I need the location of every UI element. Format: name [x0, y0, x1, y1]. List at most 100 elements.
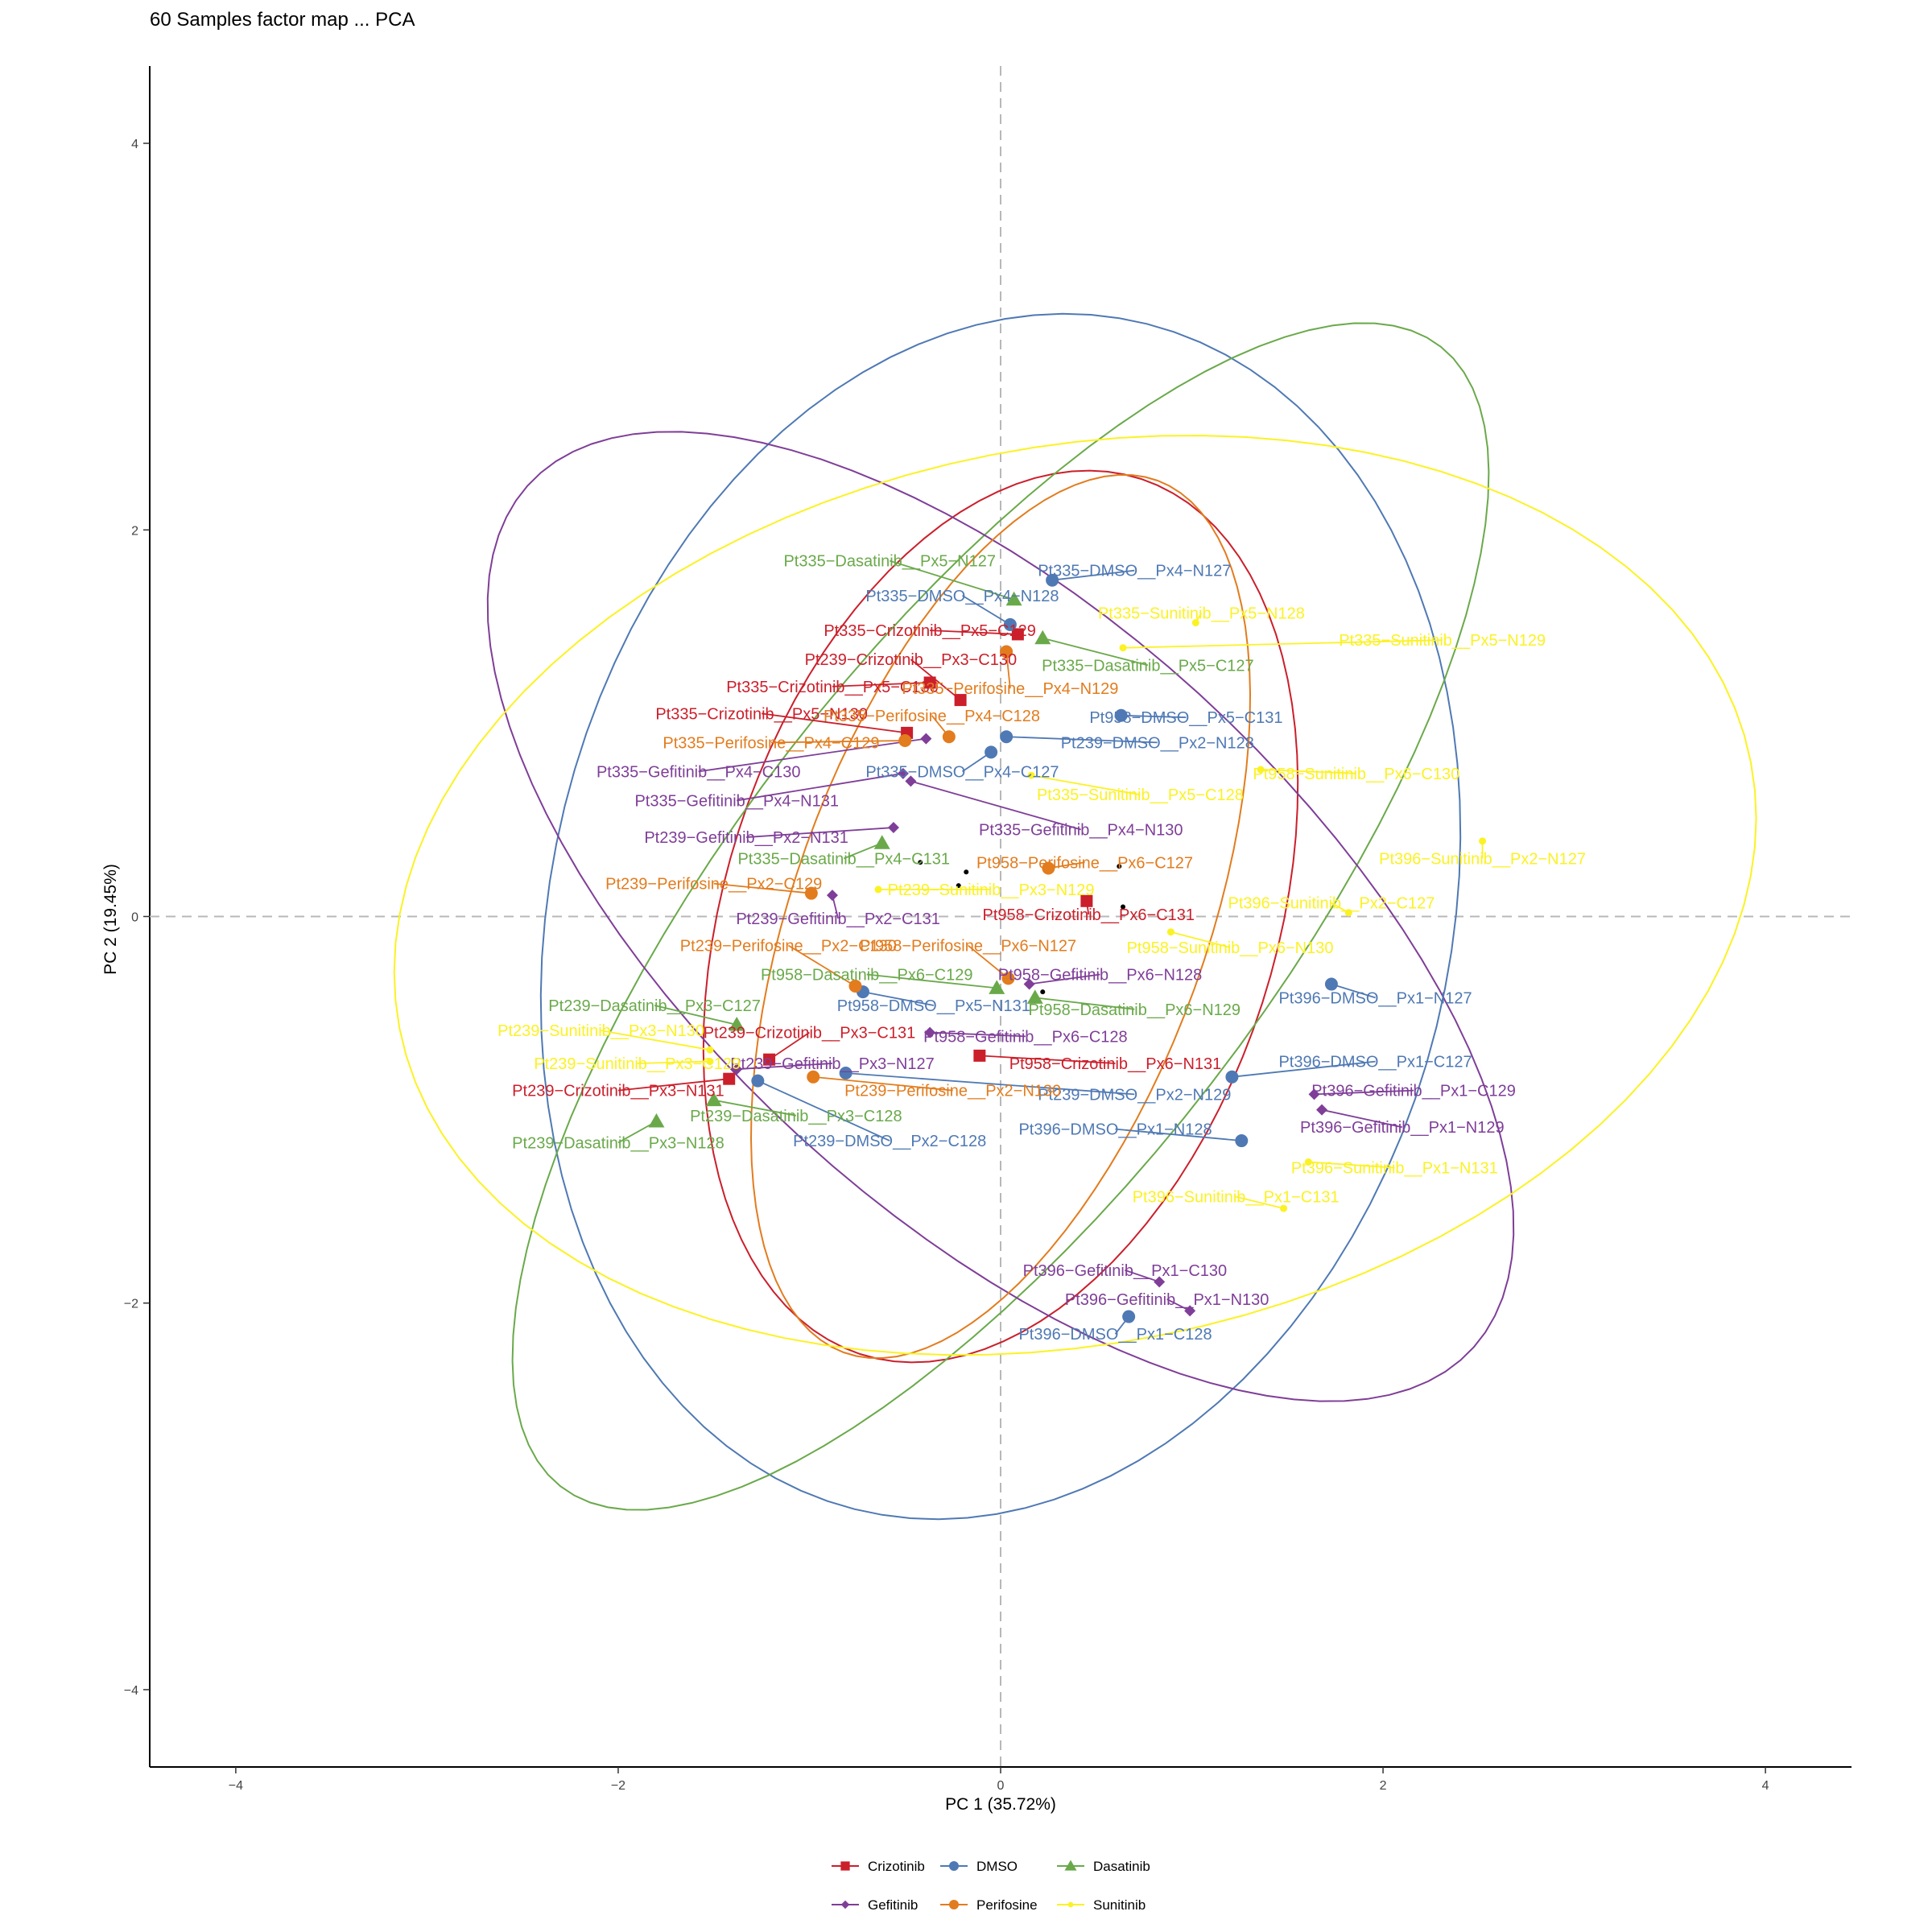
leader-line: [1115, 1128, 1242, 1141]
data-point-gefitinib: [920, 733, 932, 745]
point-label: Pt239−Dasatinib__Px3−N128: [512, 1134, 724, 1152]
x-axis-title: PC 1 (35.72%): [945, 1795, 1056, 1814]
data-point-gefitinib: [887, 822, 899, 834]
centroid-perifosine: [964, 869, 969, 875]
leader-line: [979, 1055, 1116, 1064]
data-point-dmso: [1046, 573, 1059, 587]
point-label: Pt958−Crizotinib__Px6−N131: [1009, 1055, 1222, 1073]
point-label: Pt396−DMSO__Px1−C127: [1278, 1054, 1472, 1071]
data-point-gefitinib: [1316, 1104, 1328, 1116]
data-point-sunitinib: [706, 1058, 714, 1066]
data-point-dmso: [751, 1074, 765, 1088]
point-label: Pt335−Crizotinib__Px5−N130: [655, 705, 868, 723]
leader-line: [1308, 1161, 1395, 1169]
legend-item-dmso: DMSO: [940, 1859, 1018, 1874]
leader-line: [845, 1072, 1135, 1096]
point-label: Pt396−Gefitinib__Px1−C129: [1311, 1083, 1516, 1100]
x-tick-label: −4: [229, 1779, 243, 1793]
point-label: Pt335−DMSO__Px4−C127: [865, 763, 1059, 781]
point-label: Pt335−Sunitinib__Px5−N128: [1098, 605, 1305, 623]
legend-item-gefitinib: Gefitinib: [832, 1897, 918, 1913]
centroid-gefitinib: [1040, 989, 1046, 995]
data-point-gefitinib: [731, 1063, 743, 1075]
data-point-crizotinib: [954, 694, 967, 707]
point-label: Pt958−Perifosine__Px6−C127: [976, 854, 1193, 872]
point-label: Pt335−Crizotinib__Px5−C130: [726, 679, 939, 696]
data-point-gefitinib: [826, 890, 838, 902]
point-label: Pt958−DMSO__Px5−N131: [837, 997, 1030, 1015]
point-label: Pt396−Sunitinib__Px1−C131: [1133, 1189, 1340, 1207]
leader-line: [769, 1031, 810, 1060]
data-point-crizotinib: [973, 1049, 986, 1062]
leader-line: [866, 973, 997, 989]
y-tick-label: 0: [131, 911, 138, 925]
leader-line: [1029, 973, 1100, 985]
point-label: Pt958−Gefitinib__Px6−C128: [923, 1028, 1128, 1046]
leader-line: [843, 842, 883, 860]
data-point-sunitinib: [1119, 644, 1127, 652]
point-label: Pt396−DMSO__Px1−N128: [1018, 1121, 1212, 1139]
leader-line: [930, 630, 1018, 635]
leader-line: [889, 559, 1014, 601]
point-label: Pt335−Sunitinib__Px5−N129: [1339, 632, 1546, 650]
data-point-gefitinib: [924, 1026, 936, 1038]
plot-area: −4 −2 0 2 4 −4 −2 0 2 4 Pt335−Crizotinib__Px5−C129…: [124, 66, 1852, 1793]
centroid-dasatinib: [956, 883, 961, 889]
y-axis-title: PC 2 (19.45%): [101, 864, 120, 975]
point-label: Pt958−Sunitinib__Px6−C130: [1253, 766, 1459, 783]
data-point-gefitinib: [905, 775, 917, 787]
data-point-sunitinib: [706, 1046, 714, 1054]
point-label: Pt335−Crizotinib__Px5−C129: [824, 622, 1036, 640]
leader-line: [832, 682, 931, 687]
legend-item-dasatinib: Dasatinib: [1057, 1859, 1150, 1874]
leader-line: [761, 712, 907, 734]
data-point-perifosine: [807, 1070, 820, 1084]
point-label: Pt239−Sunitinib__Px3−C129: [534, 1055, 741, 1073]
point-label: Pt239−Dasatinib__Px3−C128: [690, 1108, 902, 1125]
point-label: Pt335−DMSO__Px4−N128: [865, 588, 1059, 605]
data-point-dasatinib: [705, 1092, 722, 1107]
legend-item-crizotinib: Crizotinib: [832, 1859, 925, 1874]
data-point-perifosine: [898, 733, 912, 747]
leader-line: [968, 944, 1009, 980]
point-label: Pt335−DMSO__Px4−N127: [1038, 563, 1231, 580]
x-tick-label: 4: [1762, 1779, 1769, 1793]
data-point-crizotinib: [1011, 628, 1024, 641]
leader-line: [1261, 769, 1356, 774]
point-label: Pt958−Dasatinib__Px6−N129: [1029, 1001, 1241, 1019]
point-label: Pt958−Crizotinib__Px6−C131: [983, 906, 1195, 924]
legend: Crizotinib DMSO Dasatinib Gefitinib Perifosi…: [832, 1859, 1150, 1913]
point-label: Pt239−Crizotinib__Px3−N131: [512, 1083, 724, 1100]
confidence-ellipse-dmso: [539, 312, 1462, 1521]
x-tick-label: −2: [611, 1779, 625, 1793]
data-point-perifosine: [848, 979, 862, 993]
confidence-ellipse-sunitinib: [393, 435, 1757, 1356]
point-label: Pt958−Sunitinib__Px6−N130: [1127, 939, 1334, 957]
data-point-dasatinib: [1026, 989, 1043, 1004]
data-point-crizotinib: [923, 676, 936, 689]
point-label: Pt335−Gefitinib__Px4−N131: [634, 792, 839, 810]
leader-line: [737, 772, 904, 802]
leader-line: [813, 1075, 953, 1092]
data-point-dmso: [1235, 1134, 1249, 1148]
legend-item-sunitinib: Sunitinib: [1057, 1897, 1146, 1913]
point-label: Pt335−Perifosine__Px4−C129: [663, 734, 879, 752]
leader-line: [1122, 639, 1443, 649]
leader-line: [1166, 1298, 1191, 1312]
point-label: Pt239−DMSO__Px2−N128: [1061, 734, 1254, 752]
point-label: Pt958−Perifosine__Px6−N127: [860, 938, 1076, 956]
centroid-sunitinib: [1121, 904, 1126, 910]
data-point-sunitinib: [1191, 619, 1199, 627]
data-point-sunitinib: [874, 886, 882, 894]
y-tick-label: −4: [124, 1684, 138, 1698]
legend-label: Dasatinib: [1093, 1859, 1150, 1874]
data-point-crizotinib: [723, 1072, 736, 1085]
data-point-perifosine: [1042, 861, 1055, 875]
data-point-gefitinib: [1184, 1305, 1196, 1317]
point-label: Pt396−Sunitinib__Px1−N131: [1291, 1160, 1498, 1178]
point-label: Pt239−Crizotinib__Px3−C131: [704, 1025, 916, 1042]
point-label: Pt396−Sunitinib__Px2−C127: [1228, 895, 1435, 913]
data-point-dasatinib: [648, 1113, 665, 1128]
leader-line: [1321, 1108, 1402, 1129]
leader-line: [698, 737, 927, 773]
